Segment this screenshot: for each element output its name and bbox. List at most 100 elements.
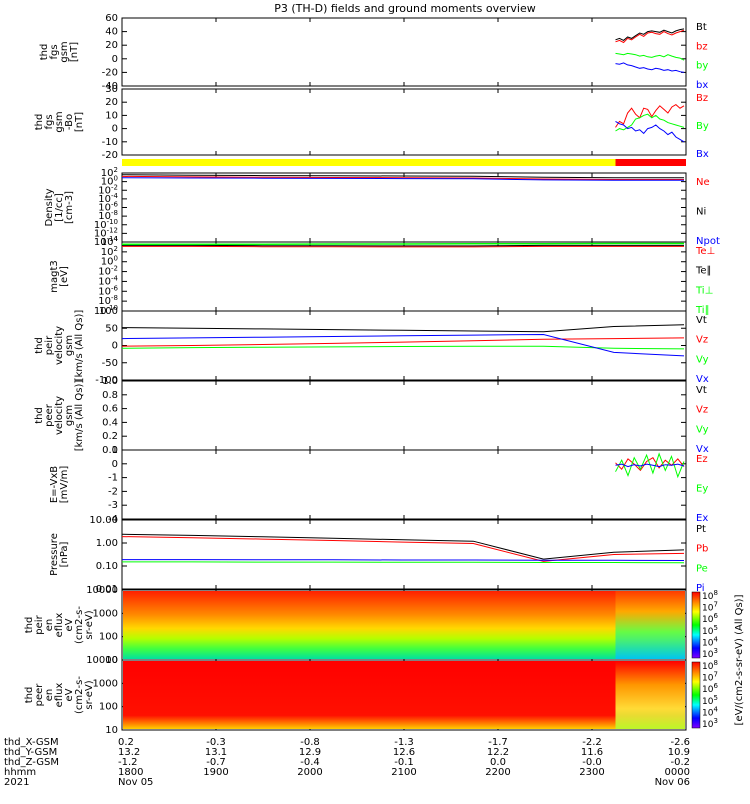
legend-entry: By — [696, 121, 709, 132]
legend-entry: Pb — [696, 544, 708, 555]
y-tick-label: 10 — [105, 655, 118, 666]
panel-frame — [121, 88, 687, 156]
y-axis-label-line: velocity — [54, 326, 65, 365]
series-line-Vy — [121, 345, 685, 350]
legend-entry: Ez — [696, 454, 708, 465]
y-tick-label: 1000 — [93, 608, 118, 619]
x-axis-year: 2021 — [4, 777, 29, 788]
series-line-Ti∥ — [122, 243, 684, 245]
y-axis-label-line: eflux — [54, 683, 65, 708]
y-axis-label-line: gsm — [64, 335, 75, 356]
y-axis-label-line: Density — [44, 188, 55, 226]
y-tick-label: 10.00 — [89, 515, 118, 526]
y-axis-label-line: peer — [34, 683, 45, 707]
y-tick-label: 1.00 — [96, 538, 118, 549]
legend-entry: Te∥ — [695, 266, 712, 277]
y-axis-label: thd peir velocity gsm [km/s (All Qs)] — [34, 310, 85, 382]
y-tick-label: -100 — [95, 375, 118, 386]
y-axis-label-line: [km/s (All Qs)] — [74, 310, 85, 382]
y-axis-label-line: en — [44, 619, 55, 632]
y-axis-label-line: sr-eV) — [84, 610, 95, 639]
y-axis-label-line: [eV] — [59, 266, 70, 287]
series-line-bz — [615, 29, 685, 44]
series-line-Ez — [615, 457, 685, 472]
legend-entry: Vt — [696, 315, 707, 326]
y-axis-label-line: gsm — [59, 41, 70, 62]
panel-frame — [121, 519, 687, 590]
x-axis-value: -0.3 — [206, 737, 226, 748]
y-axis-label: thd fgs gsm [nT] — [39, 41, 80, 62]
y-tick-label: 20 — [105, 97, 118, 108]
legend-entry: Te⊥ — [695, 246, 715, 257]
y-axis-label-line: -Bo — [64, 114, 75, 130]
y-tick-label: 0.6 — [102, 404, 118, 415]
y-tick-label: 0 — [112, 124, 118, 135]
x-axis-value: 13.2 — [118, 747, 140, 758]
y-tick-label: -10 — [102, 137, 118, 148]
y-tick-label: 1.0 — [102, 376, 118, 387]
colorbar — [691, 591, 701, 659]
y-axis-label-line: [1/cc] — [54, 193, 65, 222]
legend-entry: Pe — [696, 563, 708, 574]
spectrogram-burst — [615, 661, 685, 729]
legend-entry: Pt — [696, 524, 706, 535]
spectrogram-image — [123, 591, 685, 659]
y-tick-label: 100 — [99, 702, 118, 713]
series-line-Ey — [615, 452, 685, 479]
x-axis-row-label: thd_Y-GSM — [4, 747, 57, 758]
y-axis-label-line: thd — [34, 114, 45, 131]
series-line-Bx — [615, 120, 685, 143]
series-line-Te∥ — [122, 244, 684, 247]
series-line-Npot — [121, 177, 684, 181]
y-tick-label: 100 — [99, 306, 118, 317]
y-tick-label: 1000 — [93, 678, 118, 689]
panel-10: 10000 1000 100 10 thd peer en eflux eV (cm2-s-sr-… — [24, 655, 718, 736]
y-tick-label: 60 — [105, 13, 118, 24]
legend-entry: Ti∥ — [695, 305, 710, 316]
y-tick-label: -50 — [102, 358, 118, 369]
y-axis-label: thd peir en eflux eV (cm2-s-sr-eV) — [24, 606, 95, 644]
panel-frame — [121, 17, 687, 87]
x-axis-value: 12.9 — [299, 747, 321, 758]
y-axis-label-line: [mV/m] — [59, 466, 70, 504]
x-axis-value: -0.8 — [300, 737, 320, 748]
x-axis-value: -0.1 — [394, 757, 414, 768]
series-line-Ne — [121, 175, 684, 180]
y-axis-label-line: (cm2-s- — [74, 676, 85, 714]
y-tick-label: 10 — [105, 110, 118, 121]
y-axis-label: thd peer velocity gsm [km/s (All Qs)] — [34, 380, 85, 452]
x-axis-value: -0.4 — [300, 757, 320, 768]
y-axis-label: thd peer en eflux eV (cm2-s-sr-eV) — [24, 676, 95, 714]
legend-entry: Vy — [696, 354, 709, 365]
series-line-Pi — [122, 559, 685, 561]
y-tick-label: -2 — [108, 486, 118, 497]
x-axis-value: 12.6 — [393, 747, 415, 758]
legend-entry: Vt — [696, 385, 707, 396]
y-tick-label: 50 — [105, 323, 118, 334]
y-axis-label-line: [nT] — [74, 112, 85, 132]
y-tick-label: 0.8 — [102, 390, 118, 401]
y-axis-label: thd fgs gsm -Bo [nT] — [34, 111, 85, 132]
y-tick-label: 40 — [105, 27, 118, 38]
series-line-Ni — [121, 174, 684, 179]
x-axis-value: 2100 — [391, 767, 416, 778]
x-axis-value: 2200 — [485, 767, 510, 778]
colorbar — [691, 661, 701, 729]
x-axis-value: 1800 — [118, 767, 143, 778]
y-axis-label-line: [nT] — [69, 42, 80, 62]
x-axis-value: -2.6 — [670, 737, 690, 748]
legend-entry: Vx — [696, 374, 709, 385]
y-tick-label: -4 — [108, 514, 118, 525]
y-tick-label: 0.01 — [96, 584, 118, 595]
y-tick-label: 0 — [112, 459, 118, 470]
legend-entry: Vz — [696, 405, 708, 416]
y-axis-label-line: en — [44, 689, 55, 702]
y-axis-label-line: (cm2-s- — [74, 606, 85, 644]
y-axis-label-line: thd — [34, 407, 45, 424]
panel-1: 30 20 10 0 -10 -20 thd fgs gsm -Bo [nT] Bz By Bx — [34, 84, 709, 161]
y-axis-label-line: velocity — [54, 396, 65, 435]
legend-entry: Ey — [696, 484, 708, 495]
y-tick-label: 0.0 — [102, 445, 118, 456]
